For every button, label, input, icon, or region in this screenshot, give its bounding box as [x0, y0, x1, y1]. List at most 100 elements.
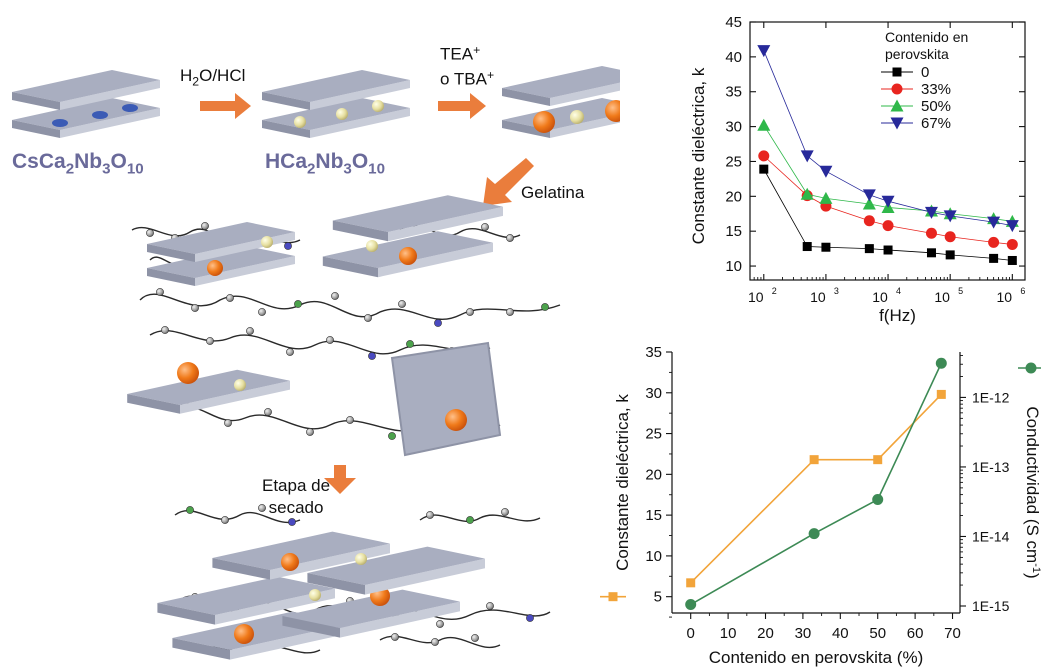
data-point-67% — [819, 166, 832, 178]
atom — [368, 352, 375, 359]
y-tick-label: 30 — [725, 119, 742, 136]
x-tick-label: 0 — [687, 625, 695, 642]
y-axis-label: Constante dieléctrica, k — [613, 394, 632, 571]
atom — [326, 336, 333, 343]
right-axis-key-marker — [1026, 363, 1037, 374]
dielectric-conductivity-chart: 51015202530350 10 20 30 40 50 60 701E-151E-141E… — [590, 340, 1041, 671]
data-point-right — [872, 494, 883, 505]
atom — [501, 508, 508, 515]
data-point-0 — [759, 165, 768, 174]
atom — [364, 314, 371, 321]
atom — [264, 408, 271, 415]
x-axis-label: f(Hz) — [879, 306, 916, 325]
synthesis-scheme — [0, 0, 620, 671]
data-point-0 — [803, 242, 812, 251]
data-point-left — [810, 455, 819, 464]
data-point-right — [936, 358, 947, 369]
atom — [146, 229, 153, 236]
x-tick-label: 50 — [869, 625, 886, 642]
data-point-0 — [1008, 256, 1017, 265]
y-tick-label: 15 — [645, 507, 662, 524]
legend-title: perovskita — [885, 46, 949, 62]
x-axis-label: Contenido en perovskita (%) — [709, 648, 924, 667]
y-tick-label: 40 — [725, 49, 742, 66]
data-point-67% — [882, 196, 895, 208]
atom — [246, 327, 253, 334]
y2-tick-label: 1E-14 — [972, 528, 1010, 544]
atom — [466, 308, 473, 315]
y-tick-label: 15 — [725, 223, 742, 240]
atom — [286, 348, 293, 355]
x-tick-label: 20 — [757, 625, 774, 642]
data-point-0 — [884, 246, 893, 255]
dielectric-vs-frequency-chart: 101520253035404510 2 10 3 10 4 10 5 10 6f(Hz)Cons… — [680, 10, 1041, 350]
data-point-33% — [758, 150, 769, 161]
compound2-formula: HCa2Nb3O10 — [265, 150, 385, 177]
data-point-0 — [946, 250, 955, 259]
y-tick-label: 30 — [645, 385, 662, 402]
legend-marker — [893, 68, 902, 77]
x-tick-label: 30 — [795, 625, 812, 642]
atom — [346, 416, 353, 423]
x-tick-exponent: 3 — [834, 286, 839, 296]
step2-label: TEA+ o TBA+ — [440, 40, 494, 89]
y-tick-label: 35 — [725, 84, 742, 101]
atom — [191, 304, 198, 311]
atom — [541, 303, 548, 310]
data-point-33% — [926, 228, 937, 239]
y-tick-label: 35 — [645, 344, 662, 361]
x-tick-label: 10 — [810, 289, 826, 305]
legend-label: 50% — [921, 98, 951, 115]
data-point-0 — [821, 243, 830, 252]
compound1-formula: CsCa2Nb3O10 — [12, 150, 144, 177]
atom — [506, 308, 513, 315]
data-point-33% — [883, 220, 894, 231]
data-point-33% — [988, 237, 999, 248]
atom — [226, 294, 233, 301]
atom — [306, 428, 313, 435]
y-tick-label: 5 — [654, 589, 662, 606]
series-line-right — [691, 363, 942, 604]
data-point-0 — [927, 248, 936, 257]
y-tick-label: 20 — [725, 188, 742, 205]
atom — [506, 234, 513, 241]
data-point-0 — [989, 254, 998, 263]
atom — [466, 516, 473, 523]
x-tick-exponent: 2 — [772, 286, 777, 296]
gel-sheet-2 — [323, 195, 503, 277]
gel-sheet-3 — [127, 362, 290, 414]
data-point-50% — [757, 119, 770, 131]
crystal-exfoliated — [502, 66, 620, 138]
data-point-67% — [863, 189, 876, 201]
atom — [288, 518, 295, 525]
x-tick-label: 10 — [720, 625, 737, 642]
gel-sheet-4 — [392, 343, 500, 455]
atom — [471, 634, 478, 641]
data-point-50% — [819, 192, 832, 204]
y-tick-label: 10 — [725, 258, 742, 275]
x-tick-label: 10 — [748, 289, 764, 305]
atom — [406, 340, 413, 347]
data-point-33% — [945, 231, 956, 242]
atom — [294, 300, 301, 307]
atom — [526, 614, 533, 621]
step3-label: Gelatina — [521, 183, 584, 203]
atom — [156, 288, 163, 295]
data-point-33% — [1007, 239, 1018, 250]
data-point-33% — [864, 215, 875, 226]
x-tick-exponent: 5 — [958, 286, 963, 296]
atom — [284, 242, 291, 249]
step4-label: Etapa de secado — [262, 475, 330, 519]
x-tick-exponent: 4 — [896, 286, 901, 296]
atom — [431, 638, 438, 645]
x-tick-label: 10 — [997, 289, 1013, 305]
x-tick-label: 60 — [907, 625, 924, 642]
crystal-h — [262, 70, 410, 138]
y-tick-label: 25 — [645, 426, 662, 443]
atom — [486, 602, 493, 609]
left-axis-key-marker — [609, 592, 618, 601]
atom — [391, 633, 398, 640]
legend-label: 33% — [921, 81, 951, 98]
y2-tick-label: 1E-12 — [972, 389, 1010, 405]
y-axis-label: Constante dieléctrica, k — [689, 67, 708, 244]
